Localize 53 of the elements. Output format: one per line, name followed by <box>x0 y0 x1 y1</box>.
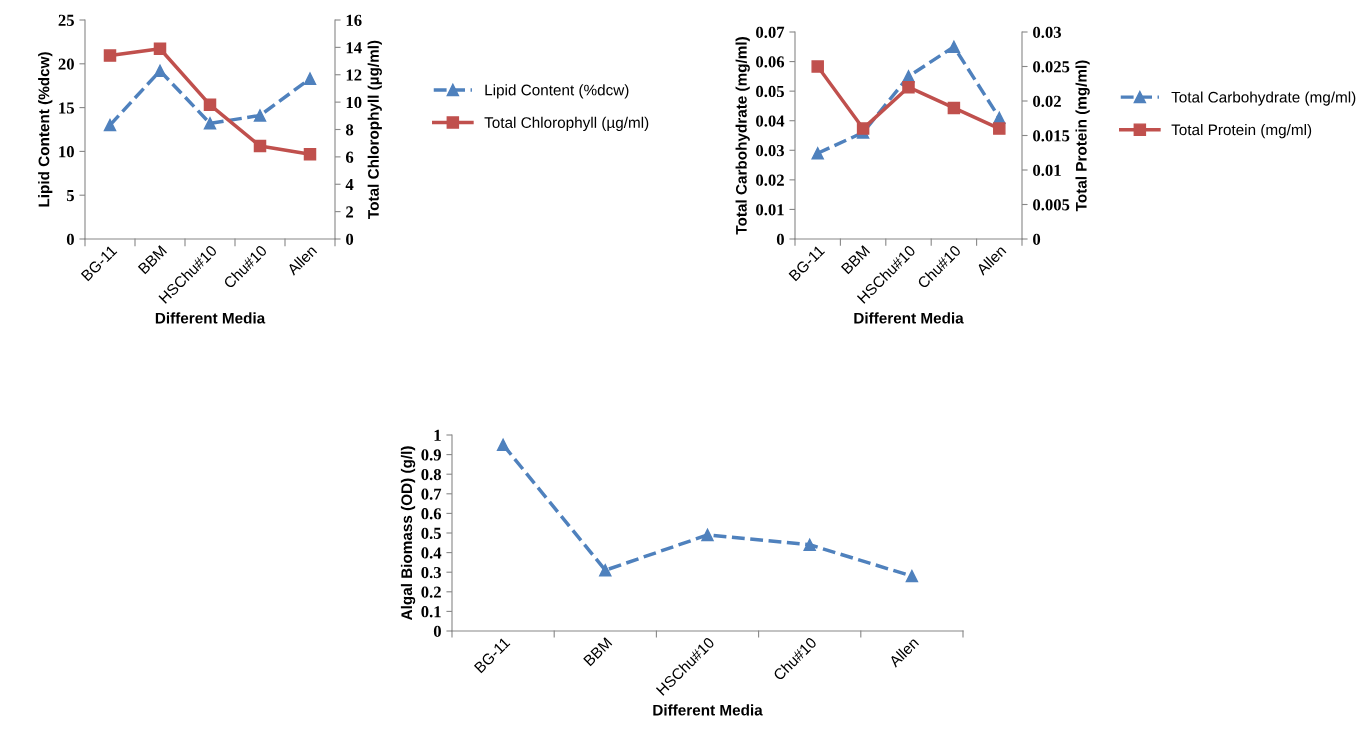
y2-tick-label: 4 <box>345 179 354 191</box>
y-tick-label: 0.07 <box>756 26 785 39</box>
y-axis-title: Algal Biomass (OD) (g/l) <box>400 446 416 621</box>
y-tick-label: 5 <box>66 190 74 202</box>
x-axis-title: Different Media <box>653 704 763 716</box>
y2-tick-label: 0.01 <box>1033 164 1061 177</box>
y2-tick-label: 16 <box>346 14 362 26</box>
y2-tick-label: 0.025 <box>1033 61 1070 73</box>
y-tick-label: 0.5 <box>421 527 441 540</box>
y-tick-label: 0.01 <box>756 204 784 216</box>
legend-label: Total Chlorophyll (µg/ml) <box>484 116 649 132</box>
y-axis-title: Total Carbohydrate (mg/ml) <box>735 37 750 235</box>
x-axis-title: Different Media <box>155 312 266 324</box>
legend-label: Lipid Content (%dcw) <box>485 84 629 99</box>
y-tick-label: 0.8 <box>421 468 442 481</box>
y2-tick-label: 12 <box>346 69 362 81</box>
x-axis-title: Different Media <box>854 312 964 324</box>
y-tick-label: 15 <box>59 102 74 114</box>
y-tick-label: 0.3 <box>421 566 442 579</box>
y-tick-label: 0.05 <box>756 85 784 98</box>
y-tick-label: 25 <box>58 14 74 26</box>
y2-tick-label: 0 <box>346 233 354 245</box>
y-tick-label: 0.9 <box>421 449 441 461</box>
y-tick-label: 0.1 <box>421 606 441 618</box>
y2-tick-label: 10 <box>346 96 362 109</box>
y-tick-label: 0.04 <box>756 115 785 127</box>
y-tick-label: 0 <box>433 625 441 637</box>
y-tick-label: 0.6 <box>421 508 442 520</box>
y-tick-label: 0.4 <box>421 547 442 559</box>
y-tick-label: 0 <box>776 233 784 245</box>
y-tick-label: 0 <box>66 233 74 245</box>
y2-tick-label: 14 <box>346 42 362 54</box>
y2-tick-label: 0.005 <box>1033 199 1070 211</box>
y-tick-label: 20 <box>58 58 74 70</box>
legend-label: Total Protein (mg/ml) <box>1171 123 1312 139</box>
y-tick-label: 0.02 <box>756 174 784 186</box>
legend-label: Total Carbohydrate (mg/ml) <box>1171 91 1356 106</box>
y2-tick-label: 0.03 <box>1033 26 1062 39</box>
y-tick-label: 0.2 <box>421 586 441 598</box>
y2-tick-label: 6 <box>345 151 354 163</box>
y2-tick-label: 8 <box>345 124 354 136</box>
y-tick-label: 0.06 <box>756 56 785 68</box>
y-axis-title: Lipid Content (%dcw) <box>38 52 53 207</box>
y2-axis-title: Total Protein (mg/ml) <box>1075 60 1090 212</box>
y-tick-label: 0.7 <box>421 488 442 500</box>
y2-tick-label: 2 <box>346 206 354 218</box>
y2-tick-label: 0 <box>1033 233 1041 245</box>
y2-tick-label: 0.02 <box>1033 95 1061 108</box>
y-tick-label: 0.03 <box>756 144 785 157</box>
y-tick-label: 1 <box>434 429 441 441</box>
y-tick-label: 10 <box>59 146 74 158</box>
y2-tick-label: 0.015 <box>1033 130 1070 142</box>
y2-axis-title: Total Chlorophyll (µg/ml) <box>367 40 382 219</box>
